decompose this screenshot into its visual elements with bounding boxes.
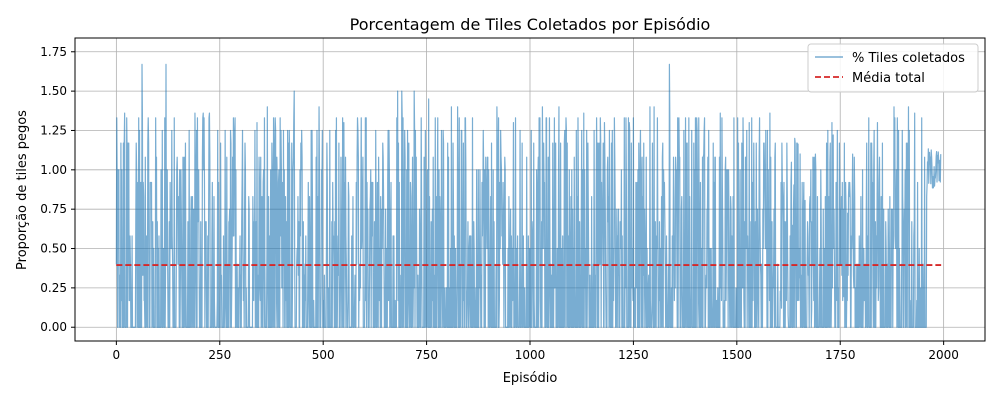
x-tick-label-0: 0 — [113, 348, 121, 362]
legend-label-tiles: % Tiles coletados — [852, 51, 965, 66]
y-tick-label-3: 0.75 — [40, 202, 67, 216]
x-tick-label-5: 1250 — [618, 348, 649, 362]
y-tick-label-0: 0.00 — [40, 320, 67, 334]
x-tick-label-7: 1750 — [825, 348, 856, 362]
x-axis-label: Episódio — [503, 371, 558, 386]
y-axis-label: Proporção de tiles pegos — [15, 110, 30, 270]
series-tiles-line — [115, 63, 942, 328]
legend-label-mean: Média total — [852, 71, 925, 86]
x-tick-label-8: 2000 — [928, 348, 959, 362]
y-tick-label-4: 1.00 — [40, 163, 67, 177]
y-tick-label-5: 1.25 — [40, 123, 67, 137]
y-tick-label-2: 0.50 — [40, 242, 67, 256]
y-tick-label-7: 1.75 — [40, 45, 67, 59]
legend-box — [807, 43, 979, 93]
y-axis-ticks: 0.00 0.25 0.50 0.75 1.00 1.25 1.50 1.75 — [40, 45, 75, 334]
x-axis-ticks: 0 250 500 750 1000 1250 1500 1750 2000 — [113, 341, 959, 362]
legend: % Tiles coletados Média total — [807, 43, 979, 93]
x-tick-label-1: 250 — [208, 348, 231, 362]
x-tick-label-6: 1500 — [722, 348, 753, 362]
y-tick-label-6: 1.50 — [40, 84, 67, 98]
series-group — [115, 63, 942, 328]
y-tick-label-1: 0.25 — [40, 281, 67, 295]
x-tick-label-3: 750 — [415, 348, 438, 362]
x-tick-label-2: 500 — [312, 348, 335, 362]
x-tick-label-4: 1000 — [515, 348, 546, 362]
chart-title: Porcentagem de Tiles Coletados por Episó… — [350, 15, 711, 34]
